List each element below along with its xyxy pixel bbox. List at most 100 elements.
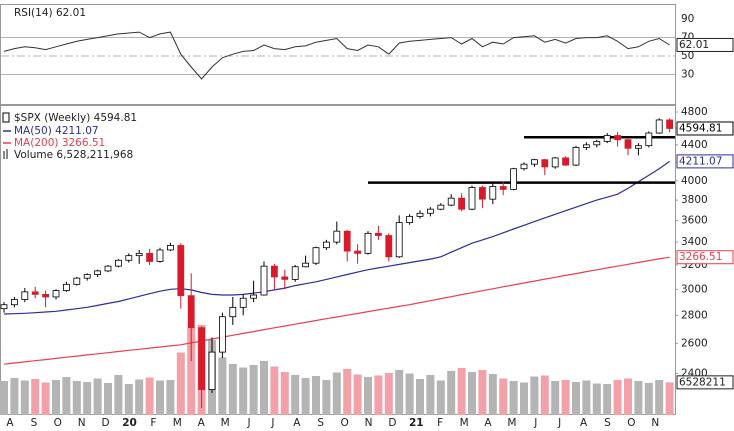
candle-body [499, 186, 507, 190]
candle-body [635, 145, 642, 149]
y-tick-label: 2600 [681, 337, 708, 349]
price-panel [0, 105, 676, 415]
volume-bar [228, 364, 237, 415]
y-tick-label: 3800 [681, 194, 708, 206]
volume-bar [551, 381, 560, 415]
candle-body [31, 291, 39, 295]
candle-body [0, 304, 8, 310]
x-tick-label: A [580, 417, 588, 429]
x-tick-label: D [102, 417, 110, 429]
candle-body [63, 283, 70, 291]
volume-bar [52, 380, 60, 415]
value-tag: 62.01 [679, 39, 709, 51]
volume-bar [478, 370, 487, 415]
value-tag-box [676, 37, 734, 52]
candle-body [562, 157, 569, 166]
volume-bar [436, 380, 445, 415]
candle-body [655, 119, 663, 134]
candle-body [291, 266, 299, 280]
volume-bar [447, 371, 456, 415]
x-tick-label: M [221, 417, 230, 429]
x-tick-label: F [150, 417, 156, 429]
candle-body [146, 252, 154, 262]
y-tick-label: 4800 [681, 106, 708, 118]
volume-bar [260, 361, 268, 415]
volume-bar [374, 375, 383, 415]
volume-bar [332, 372, 341, 415]
value-tag: 6528211 [679, 376, 726, 388]
y-tick-label: 3000 [681, 283, 708, 295]
volume-bar [10, 378, 19, 415]
legend-icon [3, 151, 5, 159]
candle-body [468, 187, 476, 210]
x-tick-label: N [365, 417, 373, 429]
volume-bar [291, 375, 300, 415]
ma50-legend: MA(50) 4211.07 [14, 125, 99, 137]
volume-layer [0, 325, 674, 415]
value-tag-box [676, 154, 734, 169]
candle-body [166, 245, 174, 251]
volume-bar [312, 376, 320, 415]
volume-bar [62, 377, 71, 415]
x-tick-label: A [293, 417, 301, 429]
x-tick-label: J [270, 417, 274, 429]
x-tick-label: 20 [122, 417, 137, 429]
candle-body [531, 159, 538, 165]
candle-body [260, 265, 268, 296]
x-tick-label: S [317, 417, 324, 429]
volume-bar [499, 378, 508, 415]
volume-bar [530, 376, 539, 415]
volume-bar [644, 383, 653, 415]
volume-bar [104, 383, 112, 415]
volume-bar [20, 380, 29, 415]
x-tick-label: 21 [409, 417, 424, 429]
candle-body [281, 276, 289, 280]
volume-bar [301, 378, 310, 415]
candle-body [187, 295, 195, 329]
volume-bar [249, 365, 258, 415]
volume-bar [135, 379, 144, 415]
candle-body [10, 299, 18, 306]
candle-body [250, 294, 258, 299]
volume-bar [457, 368, 466, 415]
value-tag-box [676, 121, 734, 136]
candle-body [603, 135, 611, 142]
volume-bar [655, 380, 664, 415]
volume-bar [156, 380, 164, 415]
candle-body [478, 187, 486, 200]
rsi-line [3, 31, 670, 80]
x-tick-label: M [507, 417, 516, 429]
rsi-panel [0, 4, 676, 105]
volume-bar [384, 373, 393, 415]
volume-bar [582, 380, 591, 415]
x-tick-label: S [31, 417, 38, 429]
candle-body [312, 247, 320, 264]
candle-body [385, 235, 393, 258]
candle-body [343, 230, 351, 252]
moving-average [3, 160, 670, 315]
volume-bar [634, 381, 643, 415]
candle-body [541, 159, 549, 168]
ma200-legend: MA(200) 3266.51 [14, 137, 105, 149]
candle-body [354, 250, 362, 254]
candle-body [520, 163, 528, 170]
candle-body [42, 293, 49, 298]
candle-body [125, 255, 133, 261]
volume-bar [218, 357, 227, 415]
volume-bar [624, 378, 632, 415]
volume-bar [561, 380, 570, 415]
volume-bar [572, 382, 580, 415]
candle-body [270, 265, 278, 278]
volume-bar [31, 379, 40, 415]
candle-body [645, 132, 653, 147]
y-tick-label: 4400 [681, 139, 708, 151]
volume-bar [540, 375, 549, 415]
volume-bar [166, 380, 175, 415]
volume-bar [83, 382, 92, 415]
volume-bar [187, 327, 196, 415]
x-tick-label: F [437, 417, 443, 429]
candle-body [94, 270, 101, 275]
candle-body [198, 327, 206, 390]
rsi-legend: RSI(14) 62.01 [14, 7, 86, 19]
candle-body [447, 197, 455, 206]
